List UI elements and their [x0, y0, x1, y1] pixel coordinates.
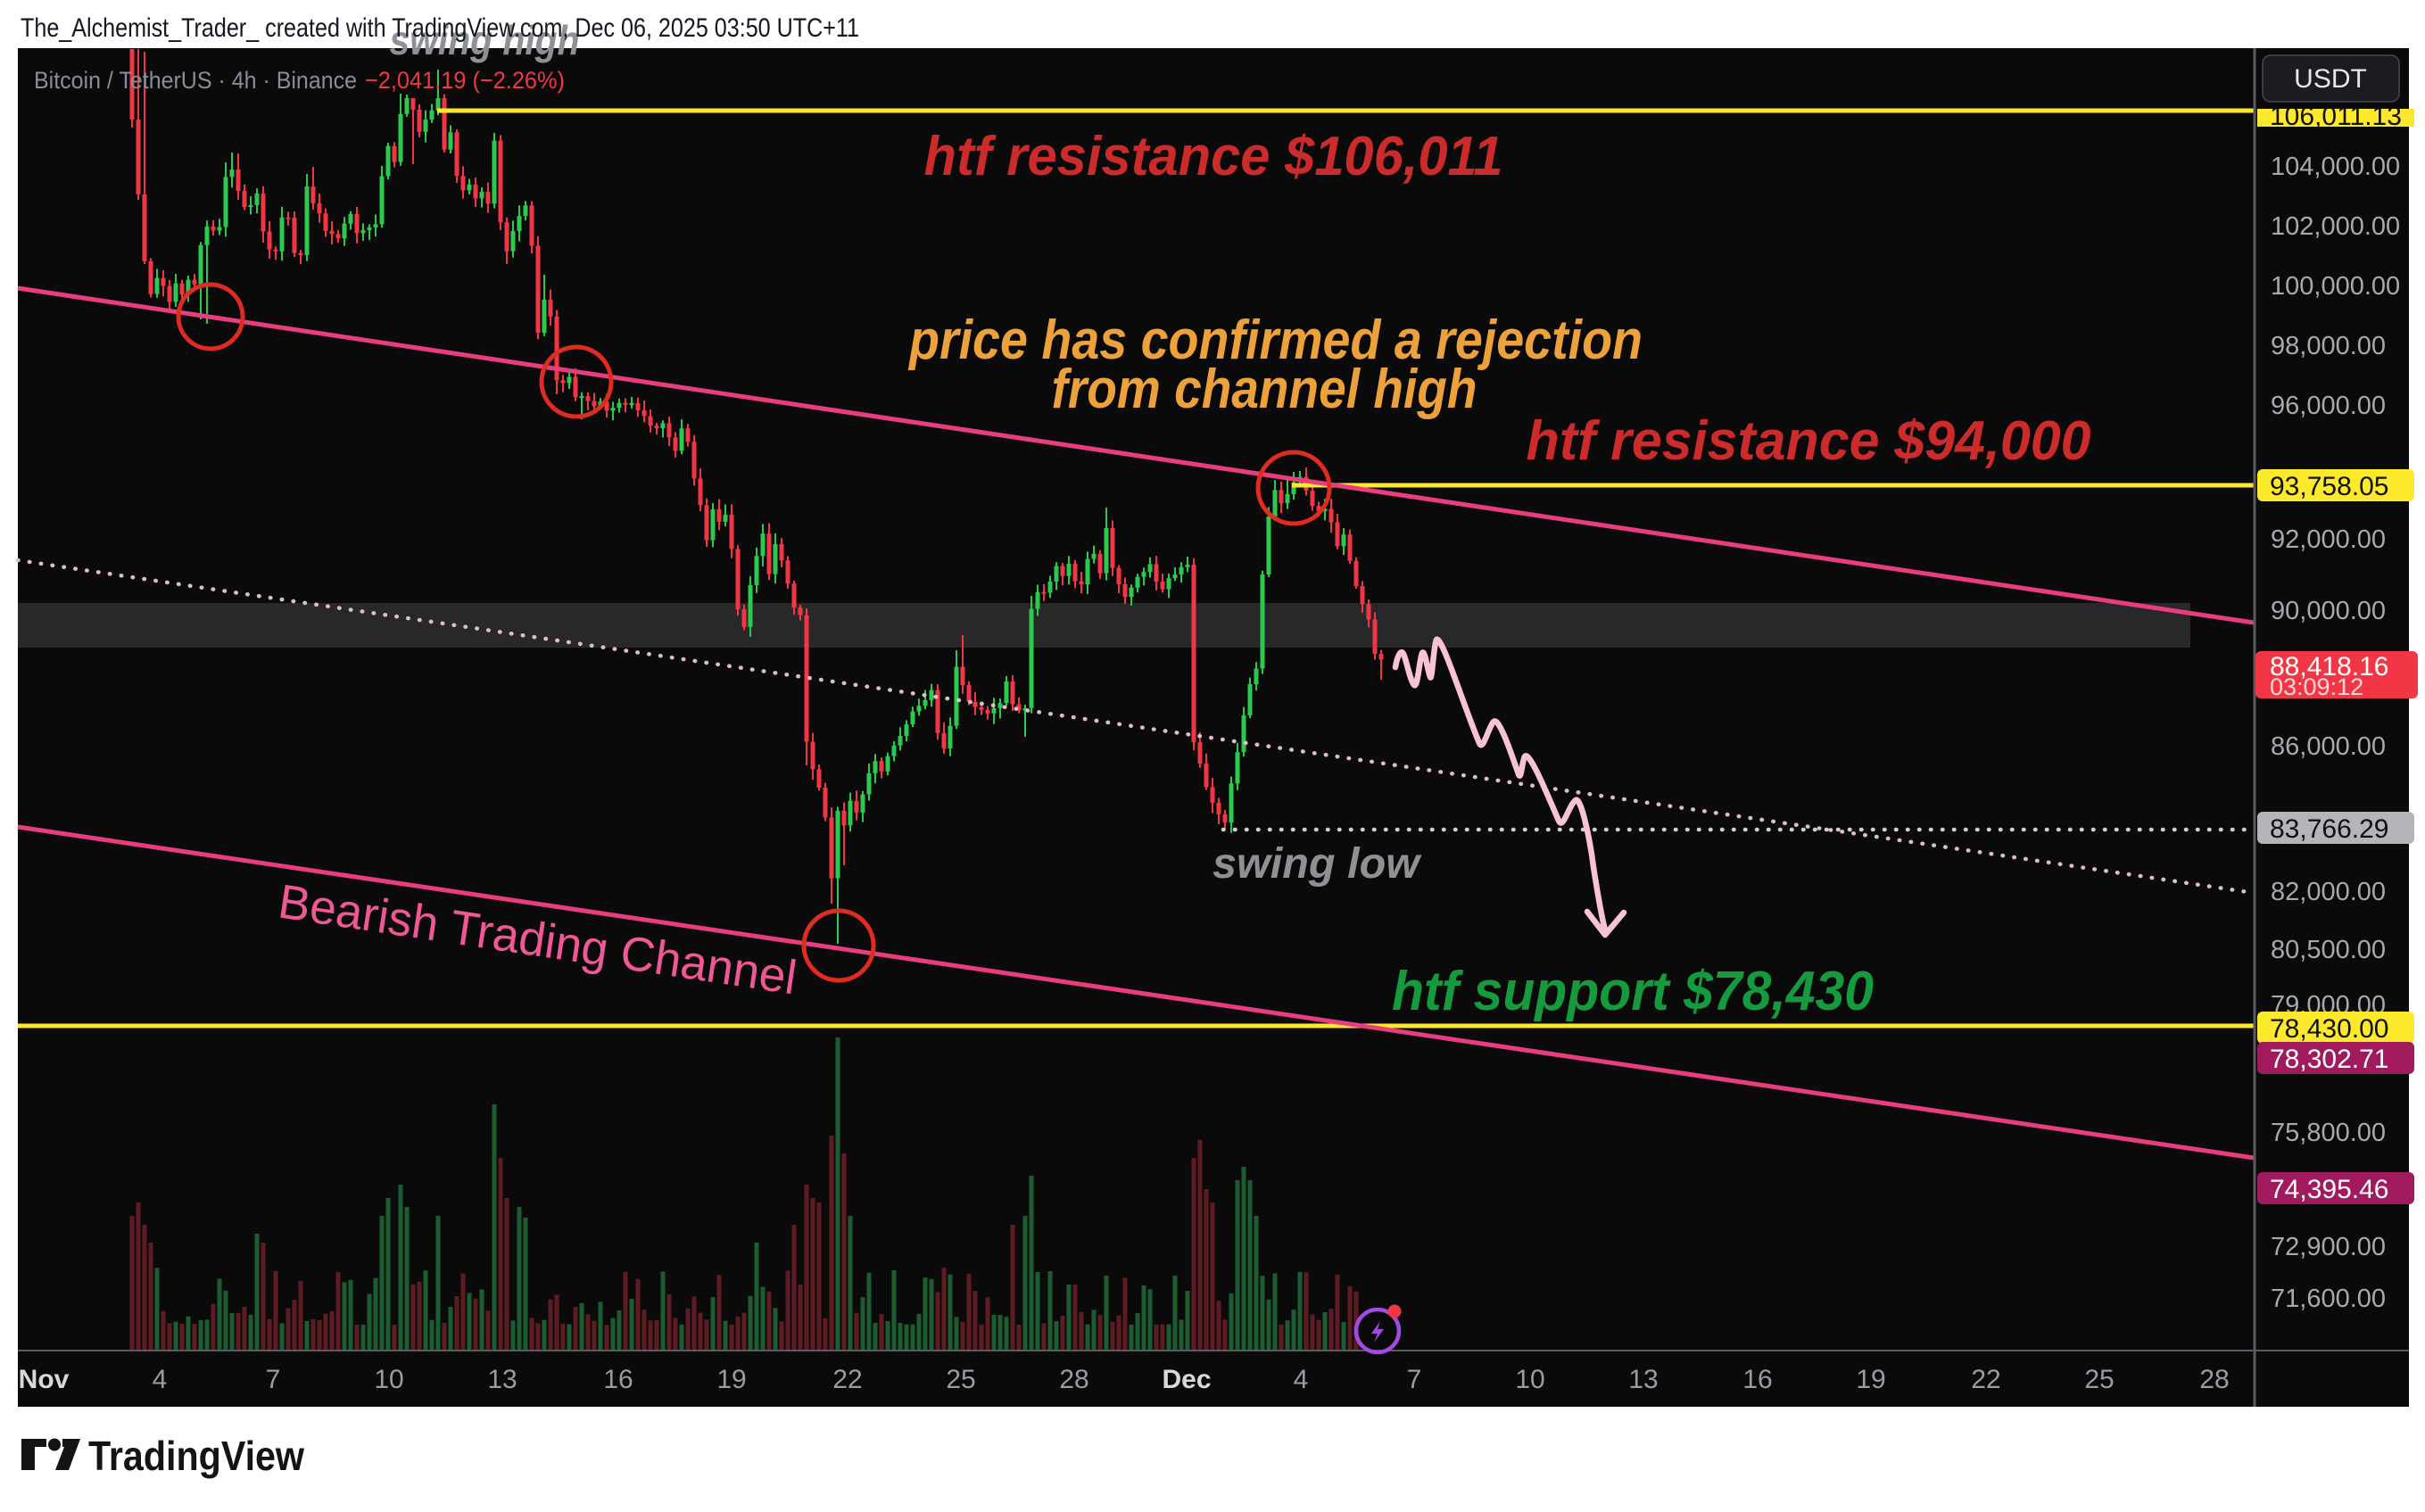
- svg-text:swing high: swing high: [390, 17, 580, 63]
- svg-text:19: 19: [716, 1365, 746, 1394]
- svg-text:28: 28: [1059, 1365, 1088, 1394]
- svg-text:82,000.00: 82,000.00: [2271, 878, 2386, 906]
- svg-text:htf resistance $94,000: htf resistance $94,000: [1527, 410, 2091, 472]
- svg-text:92,000.00: 92,000.00: [2271, 525, 2386, 554]
- svg-text:htf resistance $106,011: htf resistance $106,011: [924, 126, 1503, 187]
- svg-text:TradingView: TradingView: [88, 1433, 304, 1479]
- svg-text:80,500.00: 80,500.00: [2271, 936, 2386, 964]
- svg-text:4: 4: [1294, 1365, 1309, 1394]
- svg-text:71,600.00: 71,600.00: [2271, 1285, 2386, 1313]
- svg-text:USDT: USDT: [2294, 64, 2367, 94]
- svg-text:Dec: Dec: [1162, 1365, 1211, 1394]
- svg-text:106,011.13: 106,011.13: [2270, 102, 2402, 131]
- svg-text:75,800.00: 75,800.00: [2271, 1119, 2386, 1147]
- svg-text:104,000.00: 104,000.00: [2271, 153, 2400, 181]
- svg-text:03:09:12: 03:09:12: [2270, 673, 2363, 700]
- svg-text:72,900.00: 72,900.00: [2271, 1233, 2386, 1261]
- svg-text:The_Alchemist_Trader_ created: The_Alchemist_Trader_ created with Tradi…: [21, 13, 859, 43]
- svg-text:98,000.00: 98,000.00: [2271, 332, 2386, 360]
- svg-text:16: 16: [1742, 1365, 1772, 1394]
- svg-text:16: 16: [603, 1365, 633, 1394]
- svg-text:78,302.71: 78,302.71: [2270, 1045, 2388, 1074]
- svg-text:4: 4: [153, 1365, 168, 1394]
- svg-text:93,758.05: 93,758.05: [2270, 472, 2388, 501]
- svg-text:10: 10: [374, 1365, 403, 1394]
- svg-text:10: 10: [1515, 1365, 1544, 1394]
- svg-text:86,000.00: 86,000.00: [2271, 732, 2386, 761]
- svg-text:25: 25: [946, 1365, 975, 1394]
- svg-text:22: 22: [832, 1365, 862, 1394]
- svg-text:78,430.00: 78,430.00: [2270, 1014, 2388, 1044]
- svg-text:13: 13: [1628, 1365, 1658, 1394]
- svg-text:−2,041.19 (−2.26%): −2,041.19 (−2.26%): [365, 67, 565, 94]
- svg-text:88,418.16: 88,418.16: [2270, 652, 2388, 682]
- svg-text:22: 22: [1971, 1365, 2000, 1394]
- svg-text:Bitcoin / TetherUS · 4h · Bina: Bitcoin / TetherUS · 4h · Binance: [34, 67, 357, 94]
- svg-text:Nov: Nov: [19, 1365, 70, 1394]
- svg-text:7: 7: [1407, 1365, 1422, 1394]
- svg-text:swing low: swing low: [1212, 840, 1422, 888]
- svg-text:price has confirmed a rejectio: price has confirmed a rejection: [907, 310, 1643, 371]
- svg-text:90,000.00: 90,000.00: [2271, 597, 2386, 625]
- svg-text:28: 28: [2199, 1365, 2229, 1394]
- svg-text:102,000.00: 102,000.00: [2271, 212, 2400, 241]
- svg-text:74,395.46: 74,395.46: [2270, 1175, 2388, 1204]
- svg-text:from channel high: from channel high: [1052, 359, 1477, 420]
- svg-text:25: 25: [2084, 1365, 2114, 1394]
- svg-text:13: 13: [487, 1365, 517, 1394]
- svg-text:7: 7: [266, 1365, 281, 1394]
- svg-text:96,000.00: 96,000.00: [2271, 392, 2386, 420]
- svg-text:100,000.00: 100,000.00: [2271, 272, 2400, 301]
- svg-text:htf support $78,430: htf support $78,430: [1392, 961, 1874, 1022]
- svg-text:83,766.29: 83,766.29: [2270, 814, 2388, 844]
- svg-text:19: 19: [1856, 1365, 1885, 1394]
